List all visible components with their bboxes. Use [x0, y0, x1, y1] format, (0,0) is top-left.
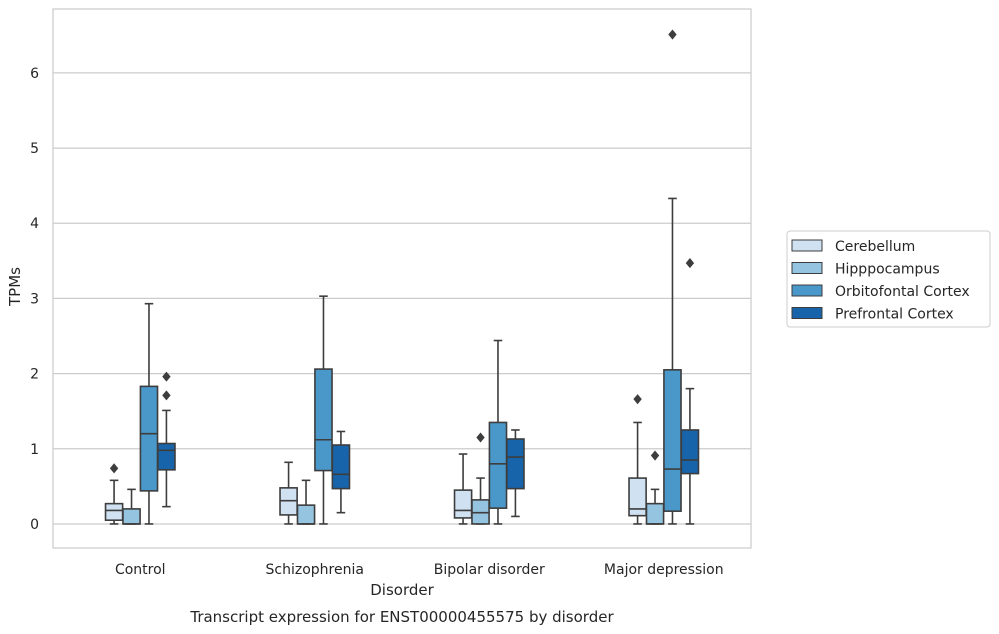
plot-frame [52, 8, 752, 549]
y-tick-label: 6 [30, 66, 39, 82]
box-iqr [104, 502, 124, 521]
box-iqr [645, 502, 665, 525]
box-iqr [296, 504, 316, 525]
outlier-point [476, 432, 485, 443]
outlier-point [668, 29, 677, 40]
box-cerebellum [104, 463, 124, 525]
outlier-point [633, 394, 642, 405]
box-prefrontal-cortex [157, 371, 176, 508]
figure-caption: Transcript expression for ENST0000045557… [189, 608, 614, 626]
box-hipppocampus [645, 450, 665, 525]
box-iqr [314, 368, 333, 472]
box-hipppocampus [471, 432, 490, 525]
y-tick-label: 0 [30, 517, 39, 533]
box-iqr [680, 429, 700, 475]
box-hipppocampus [122, 488, 141, 525]
legend-swatch [791, 284, 823, 297]
y-axis-ticks: 0 1 2 3 4 5 6 [30, 66, 39, 533]
x-tick-label: Schizophrenia [266, 562, 364, 578]
box-orbitofontal-cortex [488, 339, 508, 525]
legend-swatch [791, 239, 823, 252]
x-tick-label: Bipolar disorder [434, 562, 545, 578]
box-iqr [663, 369, 682, 512]
box-prefrontal-cortex [331, 430, 351, 514]
box-plot-series [104, 29, 700, 525]
box-cerebellum [453, 453, 473, 525]
box-orbitofontal-cortex [663, 29, 682, 525]
x-tick-label: Major depression [604, 562, 724, 578]
y-tick-label: 1 [30, 442, 39, 458]
y-tick-label: 2 [30, 367, 39, 383]
outlier-point [162, 390, 171, 401]
legend-label: Cerebellum [835, 239, 915, 255]
box-iqr [453, 489, 473, 519]
box-iqr [139, 385, 159, 492]
legend-box [786, 230, 991, 328]
legend-swatch [791, 262, 823, 274]
box-iqr [122, 508, 141, 525]
outlier-point [162, 371, 171, 382]
legend-label: Hipppocampus [835, 262, 940, 278]
box-cerebellum [628, 394, 647, 525]
box-orbitofontal-cortex [139, 302, 159, 525]
outlier-point [685, 258, 695, 269]
y-tick-label: 4 [30, 216, 39, 232]
legend-label: Orbitofontal Cortex [835, 284, 970, 300]
x-tick-label: Control [115, 562, 166, 578]
box-prefrontal-cortex [506, 429, 525, 518]
box-iqr [628, 477, 647, 517]
x-axis-ticks: Control Schizophrenia Bipolar disorder Majo… [115, 562, 724, 578]
outlier-point [109, 463, 119, 474]
outlier-point [650, 450, 660, 461]
y-tick-label: 5 [30, 141, 39, 157]
box-orbitofontal-cortex [314, 295, 333, 525]
y-axis-label: TPMs [6, 267, 24, 307]
box-hipppocampus [296, 479, 316, 525]
legend: Cerebellum Hipppocampus Orbitofontal Corte… [786, 230, 991, 328]
box-prefrontal-cortex [680, 258, 700, 525]
legend-swatch [791, 307, 823, 319]
box-iqr [157, 442, 176, 471]
x-axis-label: Disorder [370, 581, 434, 599]
y-tick-label: 3 [30, 291, 39, 307]
box-iqr [488, 421, 508, 509]
legend-label: Prefrontal Cortex [835, 307, 954, 323]
box-iqr [331, 444, 351, 490]
box-iqr [506, 438, 525, 490]
box-cerebellum [279, 461, 298, 525]
